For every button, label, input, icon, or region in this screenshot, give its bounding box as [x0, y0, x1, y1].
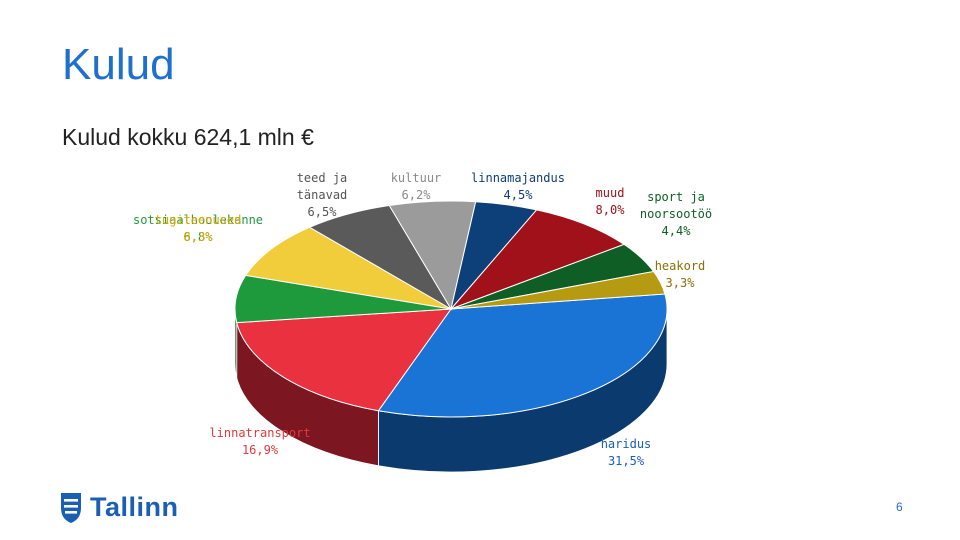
data-label-heakord: heakord 3,3% — [655, 259, 706, 290]
pie-top-faces — [234, 200, 668, 418]
tallinn-logo: Tallinn — [58, 490, 179, 524]
data-label-haridus: haridus 31,5% — [601, 437, 652, 468]
total-expenses-subtitle: Kulud kokku 624,1 mln € — [62, 124, 314, 150]
page-number: 6 — [896, 500, 903, 514]
data-label-teed-ja-tänavad: teed ja tänavad 6,5% — [297, 171, 348, 219]
data-label-linnatransport: linnatransport 16,9% — [209, 426, 310, 457]
data-label-muud: muud 8,0% — [596, 186, 626, 217]
tallinn-logo-text: Tallinn — [90, 491, 179, 522]
data-label-linnamajandus: linnamajandus 4,5% — [471, 171, 565, 202]
pie-slice-muud — [450, 209, 626, 310]
data-label-kultuur: kultuur 6,2% — [391, 171, 442, 202]
pie-slice-heakord — [450, 270, 666, 310]
pie-slice-haridus — [377, 293, 668, 418]
pie-slice-linnatransport — [236, 308, 453, 412]
slide-title: Kulud — [62, 40, 175, 89]
tallinn-crest-icon — [61, 493, 81, 523]
pie-slice-tugiteenused — [244, 226, 452, 310]
data-label-sport-ja-noorsootöö: sport ja noorsootöö 4,4% — [640, 190, 712, 238]
pie-labels: haridus 31,5% linnatransport 16,9% sotsiaalh… — [133, 171, 712, 468]
data-label-sotsiaalhoolekanne: sotsiaalhoolekanne 6,8% — [133, 213, 263, 244]
data-label-tugiteenused: tugiteenused 8,3% — [155, 213, 242, 244]
